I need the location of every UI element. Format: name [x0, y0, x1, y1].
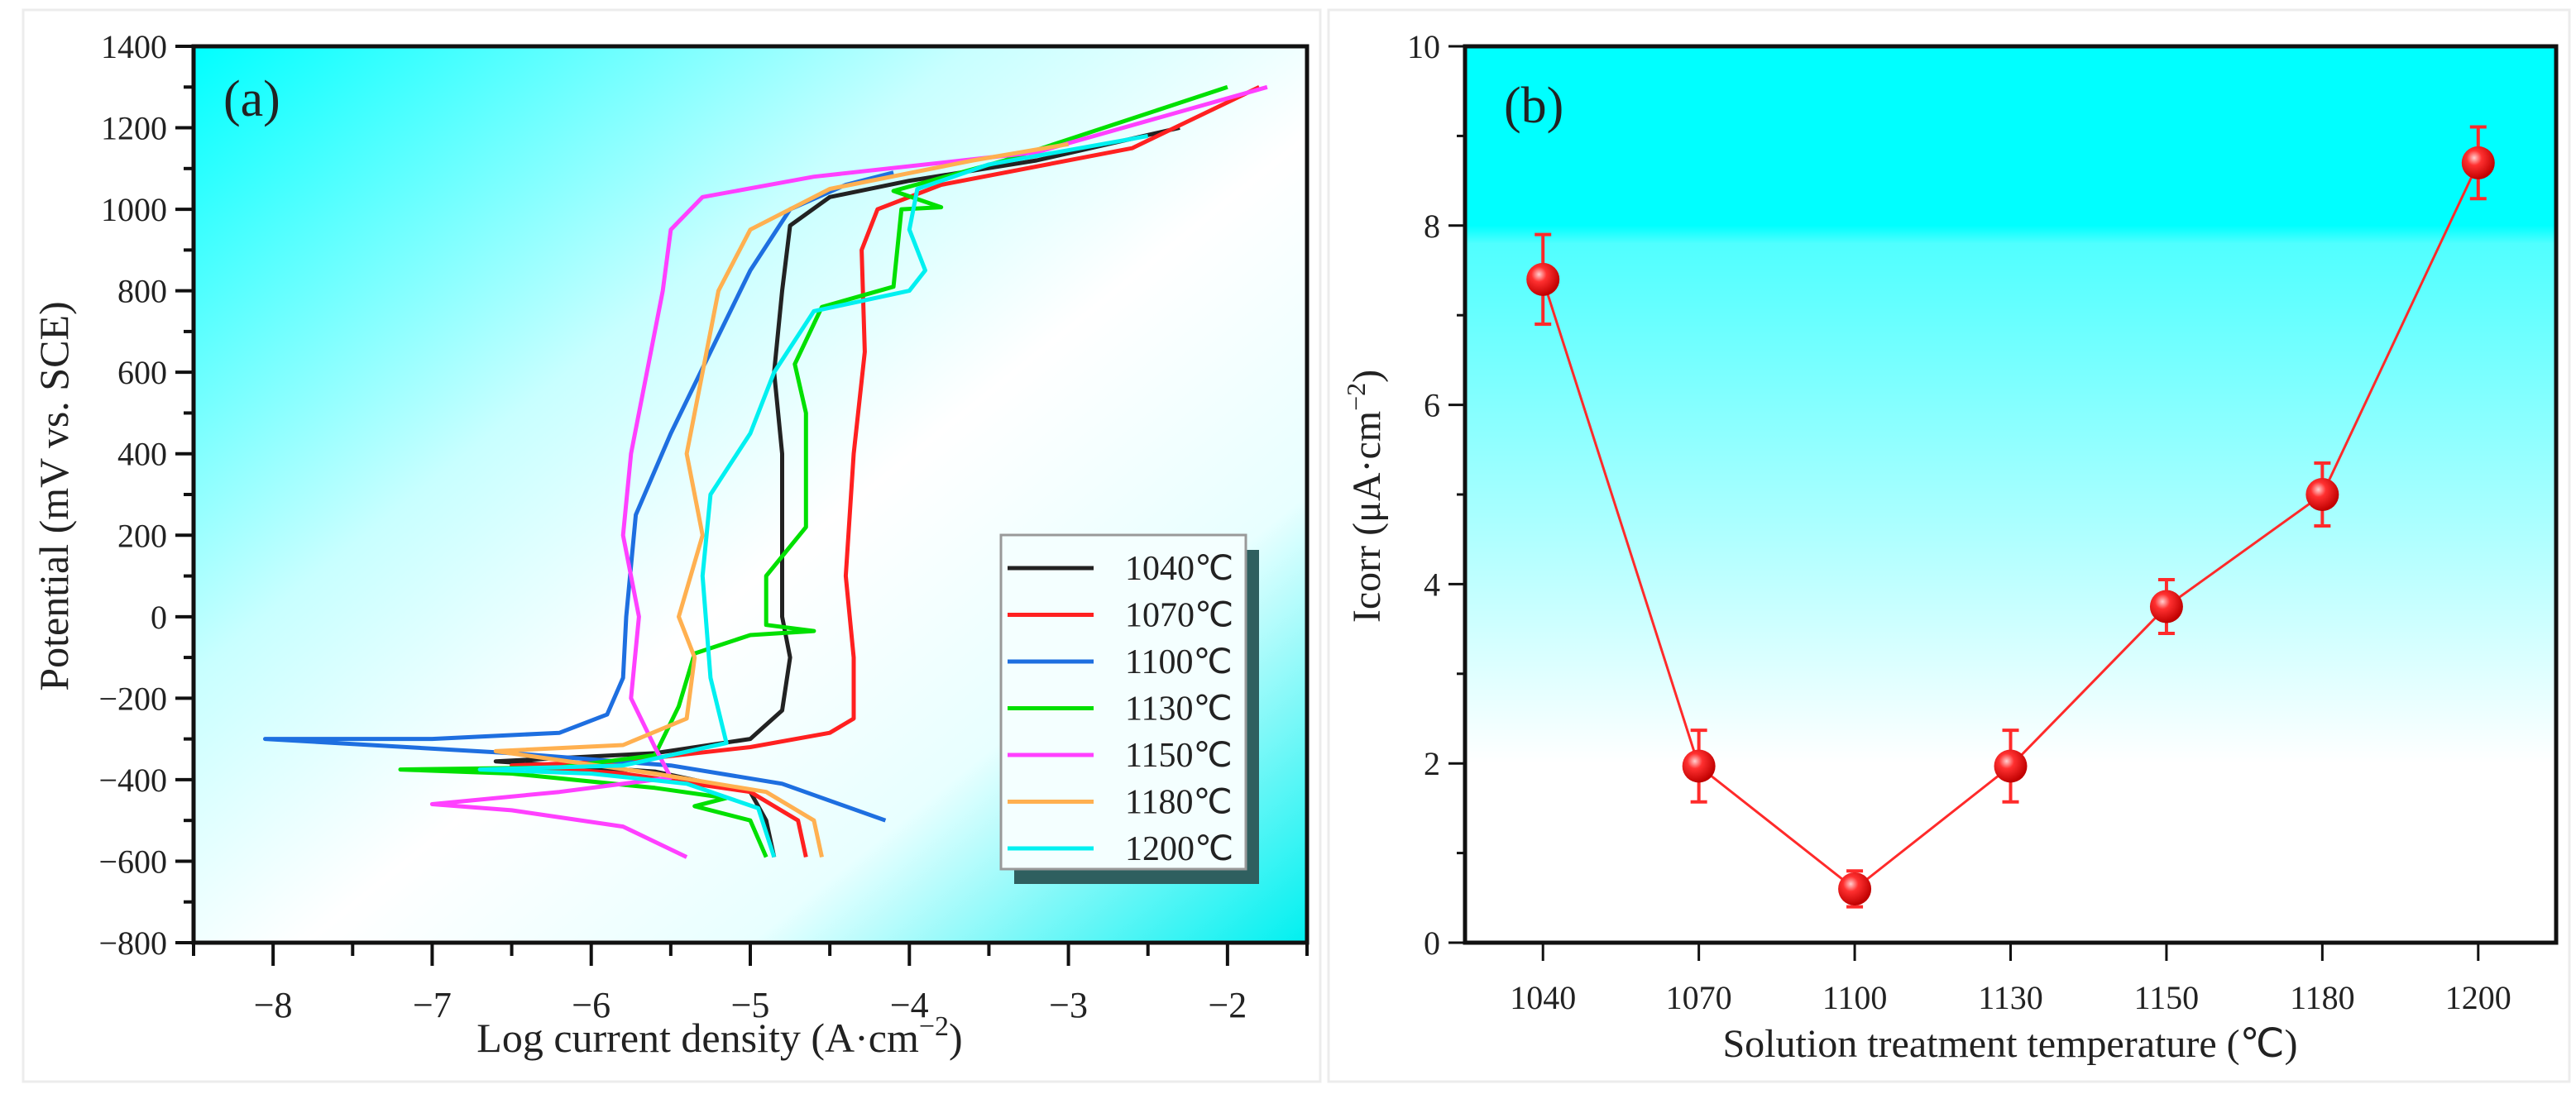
y-axis-title-end: ): [1345, 370, 1389, 383]
plot-background: [1465, 46, 2556, 943]
x-tick-label: 1130: [1978, 979, 2043, 1016]
data-point: [2305, 478, 2339, 511]
legend-label: 1130℃: [1125, 690, 1233, 729]
data-point: [2461, 146, 2495, 179]
series-line-1200c: [477, 133, 1149, 858]
legend-box: [999, 533, 1247, 871]
y-tick-label: −600: [98, 843, 167, 880]
series-line-1130c: [398, 84, 1228, 858]
panel-label: (b): [1504, 78, 1563, 134]
x-tick-label: −3: [1049, 985, 1088, 1025]
panel-a: (a) −800 −600 −400 −200 0 200 400 600 800 1000 1200…: [31, 28, 1310, 1061]
y-tick-label: 0: [1424, 924, 1440, 962]
y-tick-label: 200: [117, 517, 167, 554]
data-point: [1838, 872, 1872, 905]
series-line-1070c: [510, 85, 1261, 858]
panel-a-frame: [22, 8, 1322, 1083]
x-tick-label: −6: [572, 985, 610, 1025]
series-line-1100c: [263, 170, 894, 823]
panel-b: (b) 0 2 4 6 8 10 1040 1070 1100 1130 1150 1180 1200 So…: [1341, 28, 2559, 1066]
y-tick-label: 4: [1424, 566, 1440, 603]
x-tick-label: −5: [731, 985, 770, 1025]
y-tick-label: 600: [117, 354, 167, 391]
y-tick-label: 6: [1424, 387, 1440, 424]
y-tick-label: 0: [151, 599, 167, 636]
x-axis-title-sup: −2: [919, 1011, 949, 1042]
legend-label: 1180℃: [1125, 784, 1233, 822]
series-line-1150c: [429, 84, 1268, 859]
data-point: [1526, 262, 1560, 296]
x-tick-label: −8: [254, 985, 293, 1025]
x-tick-label: −4: [890, 985, 929, 1025]
x-tick-label: 1070: [1666, 979, 1732, 1016]
y-tick-label: −200: [98, 680, 167, 717]
y-axis-title: Potential (mV vs. SCE): [31, 301, 77, 690]
y-tick-label: 1000: [101, 191, 167, 228]
y-tick-label: 400: [117, 436, 167, 473]
y-tick-label: −400: [98, 762, 167, 799]
x-tick-label: 1100: [1822, 979, 1888, 1016]
y-tick-label: −800: [98, 924, 167, 962]
y-axis-title-sup: −2: [1341, 383, 1371, 411]
y-tick-label: 10: [1407, 28, 1440, 65]
data-point: [2149, 590, 2183, 623]
y-tick-label: 1400: [101, 28, 167, 65]
y-tick-label: 800: [117, 273, 167, 310]
x-axis-title: Log current density (A·cm−2): [476, 1011, 962, 1061]
x-axis-title-text: Log current density (A·cm: [476, 1015, 919, 1061]
x-tick-label: 1040: [1510, 979, 1576, 1016]
x-tick-label: −2: [1208, 985, 1247, 1025]
x-axis-title-end: ): [949, 1015, 963, 1061]
x-tick-label: 1180: [2290, 979, 2355, 1016]
legend-label: 1040℃: [1125, 550, 1233, 588]
y-axis-title: Icorr (μA·cm−2): [1341, 370, 1389, 623]
legend-label: 1200℃: [1125, 830, 1233, 868]
y-tick-label: 2: [1424, 745, 1440, 782]
series-line-1180c: [493, 141, 1070, 858]
y-axis-title-text: Icorr (μA·cm: [1345, 411, 1389, 623]
legend-label: 1150℃: [1125, 737, 1233, 775]
data-point: [1682, 749, 1716, 783]
panel-label: (a): [223, 71, 280, 127]
x-axis-title: Solution treatment temperature (℃): [1722, 1022, 2297, 1066]
legend-label: 1100℃: [1125, 643, 1233, 681]
panel-b-frame: [1327, 8, 2571, 1083]
y-tick-label: 1200: [101, 110, 167, 147]
y-tick-label: 8: [1424, 208, 1440, 245]
data-point: [1994, 749, 2028, 783]
legend-label: 1070℃: [1125, 597, 1233, 635]
x-tick-label: 1200: [2445, 979, 2511, 1016]
x-tick-label: 1150: [2134, 979, 2200, 1016]
x-tick-label: −7: [413, 985, 452, 1025]
